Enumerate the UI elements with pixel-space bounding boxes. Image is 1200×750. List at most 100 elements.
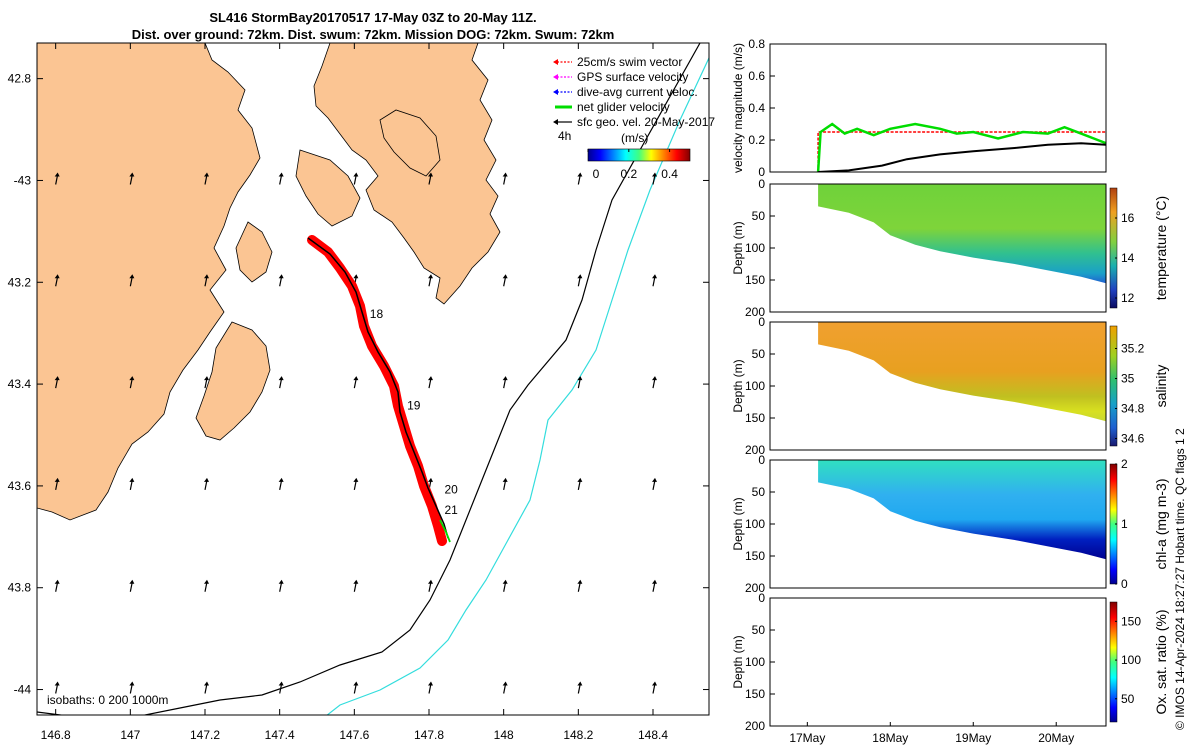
surface-velocity-arrow	[278, 376, 284, 389]
heatmap-colorbar-tick-label: 50	[1121, 692, 1135, 706]
surface-velocity-arrow	[278, 477, 284, 491]
surface-velocity-arrow	[204, 579, 209, 592]
heatmap-x-tick-label: 20May	[1038, 731, 1074, 745]
surface-velocity-arrow	[278, 681, 284, 694]
map-panel: 18 19 20 21 146.8 147 147.2 147.4 147.6 147.8 148…	[8, 42, 715, 742]
surface-velocity-arrow	[428, 681, 433, 694]
map-y-tick-label: 43.6	[8, 479, 32, 493]
map-y-tick-label: 43.4	[8, 377, 32, 391]
surface-velocity-arrow	[353, 376, 359, 389]
surface-velocity-arrow	[204, 274, 209, 287]
heatmap-colorbar-tick-label: 16	[1121, 211, 1135, 225]
isobath-200	[37, 43, 701, 715]
velocity-y-tick-label: 0.2	[748, 133, 765, 147]
heatmap-y-tick-label: 100	[745, 241, 765, 255]
map-x-tick-label: 146.8	[41, 728, 71, 742]
heatmap-ylabel: Depth (m)	[731, 359, 745, 412]
velocity-series	[816, 122, 1106, 172]
surface-velocity-arrow	[278, 274, 284, 287]
land-west	[37, 43, 261, 521]
map-colorbar-tick-label: 0	[593, 167, 600, 181]
surface-velocity-arrow	[353, 681, 359, 694]
heatmap-colorbar	[1109, 187, 1118, 309]
heatmap-field	[818, 460, 1106, 560]
map-y-tick-label: 43.8	[8, 581, 32, 595]
surface-velocity-arrow	[652, 681, 657, 694]
title-line2: Dist. over ground: 72km. Dist. swum: 72k…	[132, 27, 615, 42]
surface-velocity-arrow	[54, 274, 60, 287]
velocity-y-tick-label: 0	[758, 165, 765, 179]
heatmap-colorbar-label: chl-a (mg m-3)	[1153, 478, 1169, 569]
isobath-label: isobaths: 0 200 1000m	[47, 693, 168, 707]
velocity-series-line	[817, 131, 1106, 172]
surface-velocity-arrow	[278, 172, 284, 185]
heatmap-colorbar-tick-label: 0	[1121, 577, 1128, 591]
map-x-tick-label: 148	[494, 728, 514, 742]
heatmap-colorbar	[1109, 325, 1118, 447]
heatmap-y-tick-label: 0	[758, 315, 765, 329]
day-label: 19	[407, 398, 421, 412]
heatmap-y-tick-label: 150	[745, 549, 765, 563]
surface-velocity-arrow	[353, 172, 359, 185]
surface-velocity-arrow	[502, 172, 508, 185]
land-central-peninsula	[295, 149, 361, 227]
heatmap-field	[818, 322, 1106, 422]
surface-velocity-arrow	[577, 477, 583, 491]
heatmap-ylabel: Depth (m)	[731, 635, 745, 688]
isobath-1000	[326, 56, 709, 715]
heatmap-colorbar-tick-label: 150	[1121, 614, 1141, 628]
heatmap-y-tick-label: 50	[752, 209, 766, 223]
legend-label: sfc geo. vel. 20-May-2017	[577, 115, 715, 129]
heatmap-y-tick-label: 50	[752, 623, 766, 637]
surface-velocity-arrow	[54, 477, 60, 491]
surface-velocity-arrow	[428, 274, 433, 287]
surface-velocity-arrow	[129, 579, 135, 592]
velocity-series-line	[816, 122, 1106, 172]
surface-velocity-arrow	[204, 477, 209, 491]
surface-velocity-arrow	[54, 376, 60, 389]
heatmap-ylabel: Depth (m)	[731, 221, 745, 274]
velocity-y-tick-label: 0.8	[748, 37, 765, 51]
heatmap-colorbar-label: Ox. sat. ratio (%)	[1153, 609, 1169, 714]
surface-velocity-arrow	[204, 681, 209, 694]
land-island-north	[379, 109, 441, 177]
surface-velocity-arrow	[129, 477, 135, 491]
velocity-y-tick-label: 0.6	[748, 69, 765, 83]
legend-label: GPS surface velocity	[577, 70, 688, 84]
heatmap-y-tick-label: 150	[745, 687, 765, 701]
heatmap-colorbar-label: temperature (°C)	[1153, 196, 1169, 300]
velocity-y-tick-label: 0.4	[748, 101, 765, 115]
surface-velocity-arrow	[54, 579, 60, 592]
map-colorbar-ticks: 0 0.2 0.4	[587, 149, 678, 181]
map-x-tick-label: 147.6	[339, 728, 369, 742]
surface-velocity-arrow	[54, 681, 60, 694]
surface-velocity-arrow	[652, 477, 657, 491]
land-tasman-peninsula-west	[195, 321, 271, 441]
heatmap-colorbar-tick-label: 100	[1121, 653, 1141, 667]
heatmap-y-tick-label: 50	[752, 347, 766, 361]
surface-velocity-arrow	[428, 376, 433, 389]
surface-velocity-arrow	[502, 477, 508, 491]
surface-velocity-arrow	[652, 172, 657, 185]
heatmap-colorbar-tick-label: 1	[1121, 517, 1128, 531]
map-colorbar-tick-label: 0.2	[620, 167, 637, 181]
map-colorbar-tick-label: 0.4	[661, 167, 678, 181]
surface-velocity-arrow	[129, 172, 135, 185]
title-line1: SL416 StormBay20170517 17-May 03Z to 20-…	[209, 10, 536, 25]
glider-track-red	[307, 235, 447, 546]
map-y-tick-label: -44	[14, 683, 32, 697]
footer-credit: © IMOS 14-Apr-2024 18:27:27 Hobart time.…	[1173, 428, 1187, 730]
surface-velocity-arrow	[502, 579, 508, 592]
heatmap-panel: 0 50 100 150 200 Depth (m) 0 1 2 chl-a (mg m-3)	[731, 453, 1169, 595]
heatmap-y-tick-label: 50	[752, 485, 766, 499]
heatmap-y-tick-label: 200	[745, 719, 765, 733]
map-x-tick-label: 148.2	[563, 728, 593, 742]
surface-velocity-arrow	[502, 376, 508, 389]
heatmap-colorbar-tick-label: 35.2	[1121, 342, 1145, 356]
legend-label: 25cm/s swim vector	[577, 55, 682, 69]
map-x-tick-label: 147	[120, 728, 140, 742]
heatmap-x-tick-label: 17May	[789, 731, 825, 745]
legend-label: net glider velocity	[577, 100, 670, 114]
